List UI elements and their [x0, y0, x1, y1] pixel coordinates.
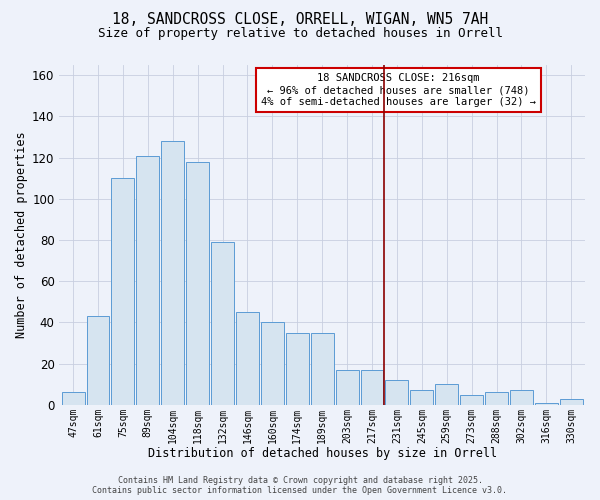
Text: Size of property relative to detached houses in Orrell: Size of property relative to detached ho… — [97, 28, 503, 40]
Text: Contains HM Land Registry data © Crown copyright and database right 2025.
Contai: Contains HM Land Registry data © Crown c… — [92, 476, 508, 495]
Bar — [335, 370, 359, 405]
Bar — [286, 332, 309, 405]
Bar — [261, 322, 284, 405]
Bar — [311, 332, 334, 405]
Text: 18, SANDCROSS CLOSE, ORRELL, WIGAN, WN5 7AH: 18, SANDCROSS CLOSE, ORRELL, WIGAN, WN5 … — [112, 12, 488, 28]
Bar — [161, 141, 184, 405]
Bar — [86, 316, 109, 405]
X-axis label: Distribution of detached houses by size in Orrell: Distribution of detached houses by size … — [148, 447, 497, 460]
Bar — [460, 394, 483, 405]
Text: 18 SANDCROSS CLOSE: 216sqm
← 96% of detached houses are smaller (748)
4% of semi: 18 SANDCROSS CLOSE: 216sqm ← 96% of deta… — [261, 74, 536, 106]
Bar — [510, 390, 533, 405]
Bar — [485, 392, 508, 405]
Bar — [560, 398, 583, 405]
Bar — [211, 242, 234, 405]
Bar — [361, 370, 383, 405]
Bar — [136, 156, 159, 405]
Bar — [186, 162, 209, 405]
Bar — [112, 178, 134, 405]
Bar — [236, 312, 259, 405]
Bar — [410, 390, 433, 405]
Bar — [535, 402, 558, 405]
Y-axis label: Number of detached properties: Number of detached properties — [15, 132, 28, 338]
Bar — [62, 392, 85, 405]
Bar — [385, 380, 409, 405]
Bar — [435, 384, 458, 405]
